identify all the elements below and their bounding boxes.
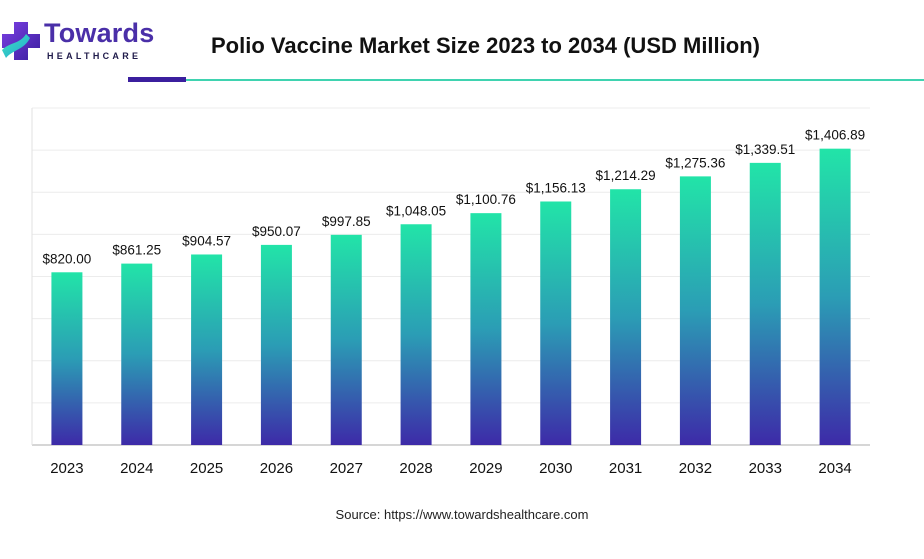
data-label-2030: $1,156.13	[526, 180, 586, 195]
chart-title: Polio Vaccine Market Size 2023 to 2034 (…	[211, 33, 760, 58]
data-label-2034: $1,406.89	[805, 128, 865, 143]
bar-chart: $820.00 $861.25 $904.57 $950.07 $997.85 $1,04…	[31, 107, 870, 477]
data-label-2031: $1,214.29	[596, 168, 656, 183]
bar-2026	[260, 244, 292, 445]
data-label-2024: $861.25	[112, 243, 161, 258]
data-label-2027: $997.85	[322, 214, 371, 229]
title-underline	[186, 79, 924, 81]
x-tick-label-2030: 2030	[539, 460, 572, 477]
bar-2024	[121, 263, 153, 445]
bars	[51, 148, 851, 445]
x-axis-ticks: 2023 2024 2025 2026 2027 2028 2029 2030 2031 2032…	[50, 460, 852, 477]
bar-2033	[749, 162, 781, 445]
x-tick-label-2028: 2028	[399, 460, 432, 477]
x-tick-label-2027: 2027	[330, 460, 363, 477]
data-label-2025: $904.57	[182, 233, 231, 248]
brand-logo: Towards HEALTHCARE	[0, 18, 190, 68]
x-tick-label-2033: 2033	[749, 460, 782, 477]
title-underline-accent	[128, 77, 186, 82]
x-tick-label-2023: 2023	[50, 460, 83, 477]
data-label-2033: $1,339.51	[735, 142, 795, 157]
x-tick-label-2032: 2032	[679, 460, 712, 477]
bar-2034	[819, 148, 851, 445]
x-tick-label-2026: 2026	[260, 460, 293, 477]
bar-2027	[330, 234, 362, 445]
medical-cross-icon	[2, 22, 40, 60]
data-label-2029: $1,100.76	[456, 192, 516, 207]
gridlines	[31, 107, 870, 446]
bar-2030	[540, 201, 572, 445]
data-labels: $820.00 $861.25 $904.57 $950.07 $997.85 $1,04…	[43, 128, 866, 267]
bar-2028	[400, 224, 432, 445]
x-tick-label-2031: 2031	[609, 460, 642, 477]
brand-name: Towards	[44, 18, 155, 48]
bar-2032	[679, 176, 711, 445]
data-label-2028: $1,048.05	[386, 203, 446, 218]
bar-2029	[470, 213, 502, 445]
data-label-2023: $820.00	[43, 251, 92, 266]
x-tick-label-2029: 2029	[469, 460, 502, 477]
x-tick-label-2025: 2025	[190, 460, 223, 477]
bar-2031	[610, 189, 642, 445]
source-note: Source: https://www.towardshealthcare.co…	[335, 507, 589, 522]
data-label-2032: $1,275.36	[665, 155, 725, 170]
x-tick-label-2034: 2034	[818, 460, 851, 477]
brand-subtitle: HEALTHCARE	[47, 51, 142, 61]
data-label-2026: $950.07	[252, 224, 301, 239]
x-tick-label-2024: 2024	[120, 460, 153, 477]
bar-2025	[191, 254, 223, 445]
bar-2023	[51, 272, 83, 445]
